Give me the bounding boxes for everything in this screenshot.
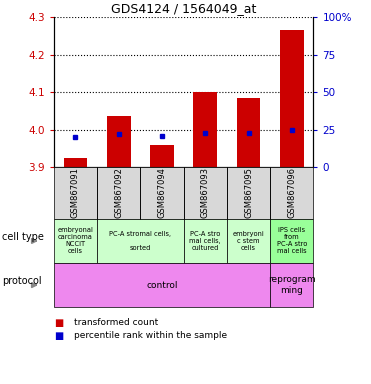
Text: protocol: protocol: [2, 276, 42, 286]
Text: reprogram
ming: reprogram ming: [268, 275, 316, 295]
Text: percentile rank within the sample: percentile rank within the sample: [74, 331, 227, 341]
Text: embryonal
carcinoma
NCCIT
cells: embryonal carcinoma NCCIT cells: [58, 227, 93, 255]
Text: GSM867091: GSM867091: [71, 167, 80, 218]
Text: GSM867094: GSM867094: [158, 167, 167, 218]
Bar: [280, 30, 304, 167]
Text: GSM867096: GSM867096: [288, 167, 296, 218]
Bar: [63, 158, 87, 167]
Text: PC-A stro
mal cells,
cultured: PC-A stro mal cells, cultured: [190, 231, 221, 251]
Text: iPS cells
from
PC-A stro
mal cells: iPS cells from PC-A stro mal cells: [277, 227, 307, 255]
Text: cell type: cell type: [2, 232, 44, 242]
Text: GSM867092: GSM867092: [114, 167, 123, 218]
Bar: [150, 144, 174, 167]
Bar: [107, 116, 131, 167]
Text: GSM867095: GSM867095: [244, 167, 253, 218]
Text: control: control: [146, 281, 178, 290]
Text: GSM867093: GSM867093: [201, 167, 210, 218]
Text: transformed count: transformed count: [74, 318, 158, 327]
Text: embryoni
c stem
cells: embryoni c stem cells: [233, 231, 265, 251]
Title: GDS4124 / 1564049_at: GDS4124 / 1564049_at: [111, 2, 256, 15]
Bar: [193, 92, 217, 167]
Text: PC-A stromal cells,

sorted: PC-A stromal cells, sorted: [109, 231, 171, 251]
Bar: [237, 98, 260, 167]
Text: ■: ■: [54, 331, 63, 341]
Text: ■: ■: [54, 318, 63, 328]
